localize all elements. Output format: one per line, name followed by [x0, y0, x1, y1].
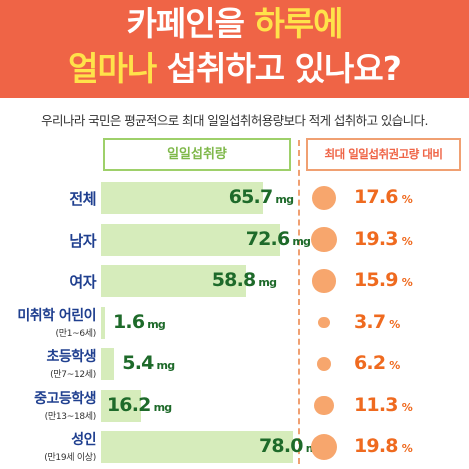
ratio-circle	[312, 269, 336, 293]
chart-row: 여자 58.8 mg 15.9%	[0, 259, 469, 303]
ratio-value-label: 15.9%	[354, 269, 413, 291]
intake-value-label: 16.2 mg	[106, 393, 173, 416]
ratio-value: 17.6	[354, 186, 398, 208]
intake-unit: mg	[147, 317, 166, 331]
intake-unit: mg	[258, 276, 277, 289]
category-name: 전체	[69, 190, 96, 208]
ratio-value: 19.3	[354, 227, 398, 250]
intake-bar	[101, 223, 280, 256]
intake-value: 5.4	[122, 352, 154, 374]
ratio-unit: %	[389, 359, 400, 372]
ratio-unit: %	[401, 193, 413, 206]
title-banner: 카페인을 하루에 얼마나 섭취하고 있나요?	[0, 0, 469, 98]
category-sublabel: (만19세 이상)	[44, 453, 96, 463]
intake-value: 72.6	[245, 227, 290, 250]
subtitle: 우리나라 국민은 평균적으로 최대 일일섭취허용량보다 적게 섭취하고 있습니다…	[41, 113, 428, 128]
ratio-value-label: 11.3%	[354, 393, 413, 416]
ratio-value: 11.3	[354, 393, 398, 416]
intake-value: 78.0	[259, 435, 303, 457]
ratio-circle	[318, 316, 330, 329]
intake-bar	[101, 348, 115, 380]
category-name: 남자	[69, 231, 96, 250]
chart-row: 중고등학생 (만13~18세) 16.2 mg 11.3%	[0, 384, 469, 428]
intake-unit: mg	[275, 193, 294, 206]
intake-value-label: 65.7 mg	[228, 186, 294, 208]
intake-unit: mg	[292, 234, 311, 248]
category-sublabel: (만13~18세)	[44, 411, 97, 422]
category-name: 성인	[71, 432, 96, 448]
intake-bar	[101, 265, 246, 297]
intake-bar	[101, 389, 141, 422]
intake-value: 58.8	[211, 269, 256, 291]
ratio-value-label: 17.6%	[354, 186, 413, 208]
ratio-circle	[311, 185, 337, 211]
ratio-circle	[314, 395, 334, 416]
category-sublabel: (만1~6세)	[55, 328, 97, 339]
ratio-unit: %	[401, 276, 413, 289]
ratio-value: 19.8	[354, 435, 398, 457]
intake-unit: mg	[153, 400, 173, 414]
category-name: 미취학 어린이	[17, 307, 96, 324]
chart-row: 전체 65.7 mg 17.6%	[0, 176, 469, 220]
intake-value-label: 72.6 mg	[245, 227, 311, 250]
intake-value: 16.2	[106, 393, 151, 416]
intake-value: 1.6	[113, 310, 145, 333]
ratio-unit: %	[401, 442, 413, 455]
chart-row: 남자 72.6 mg 19.3%	[0, 218, 469, 262]
ratio-unit: %	[401, 400, 413, 414]
category-name: 여자	[69, 273, 96, 291]
category-label: 여자	[69, 271, 96, 292]
ratio-circle	[311, 226, 337, 253]
intake-value: 65.7	[228, 186, 273, 208]
ratio-value-label: 6.2%	[354, 352, 400, 374]
intake-bar	[101, 306, 105, 339]
intake-bar	[101, 431, 293, 463]
intake-value-label: 58.8 mg	[211, 269, 277, 291]
intake-bar	[101, 182, 263, 214]
ratio-circle	[316, 356, 332, 372]
category-label: 중고등학생 (만13~18세)	[34, 388, 96, 422]
category-label: 미취학 어린이 (만1~6세)	[17, 305, 96, 339]
category-label: 전체	[69, 188, 96, 209]
intake-unit: mg	[156, 359, 176, 372]
ratio-value: 6.2	[354, 352, 386, 374]
chart-row: 초등학생 (만7~12세) 5.4 mg 6.2%	[0, 342, 469, 386]
ratio-unit: %	[389, 317, 400, 331]
ratio-value-label: 19.8%	[354, 435, 413, 457]
ratio-unit: %	[401, 234, 413, 248]
column-divider	[298, 140, 300, 464]
category-label: 성인 (만19세 이상)	[44, 429, 96, 463]
intake-value-label: 5.4 mg	[122, 352, 176, 374]
column-header-intake: 일일섭취량	[103, 138, 291, 171]
intake-value-label: 1.6 mg	[113, 310, 166, 333]
column-header-ratio: 최대 일일섭취권고량 대비	[306, 138, 461, 171]
chart-row: 미취학 어린이 (만1~6세) 1.6 mg 3.7%	[0, 301, 469, 345]
title-highlight: 얼마나	[68, 49, 157, 88]
ratio-value-label: 3.7%	[354, 311, 400, 333]
title-highlight: 하루에	[254, 4, 343, 43]
title-text: 카페인을	[126, 4, 255, 43]
ratio-value: 15.9	[354, 269, 398, 291]
category-name: 초등학생	[46, 349, 96, 365]
title-text: 섭취하고 있나요?	[156, 49, 402, 88]
category-label: 초등학생 (만7~12세)	[46, 346, 96, 380]
ratio-value-label: 19.3%	[354, 227, 413, 250]
title-line-1: 카페인을 하루에	[0, 4, 469, 44]
chart-row: 성인(만19세 이상)78.0mg19.8%	[0, 425, 469, 469]
category-sublabel: (만7~12세)	[50, 370, 96, 380]
title-line-2: 얼마나 섭취하고 있나요?	[0, 49, 469, 89]
ratio-circle	[311, 434, 337, 460]
category-name: 중고등학생	[34, 390, 96, 407]
ratio-value: 3.7	[354, 310, 386, 333]
category-label: 남자	[69, 230, 96, 251]
